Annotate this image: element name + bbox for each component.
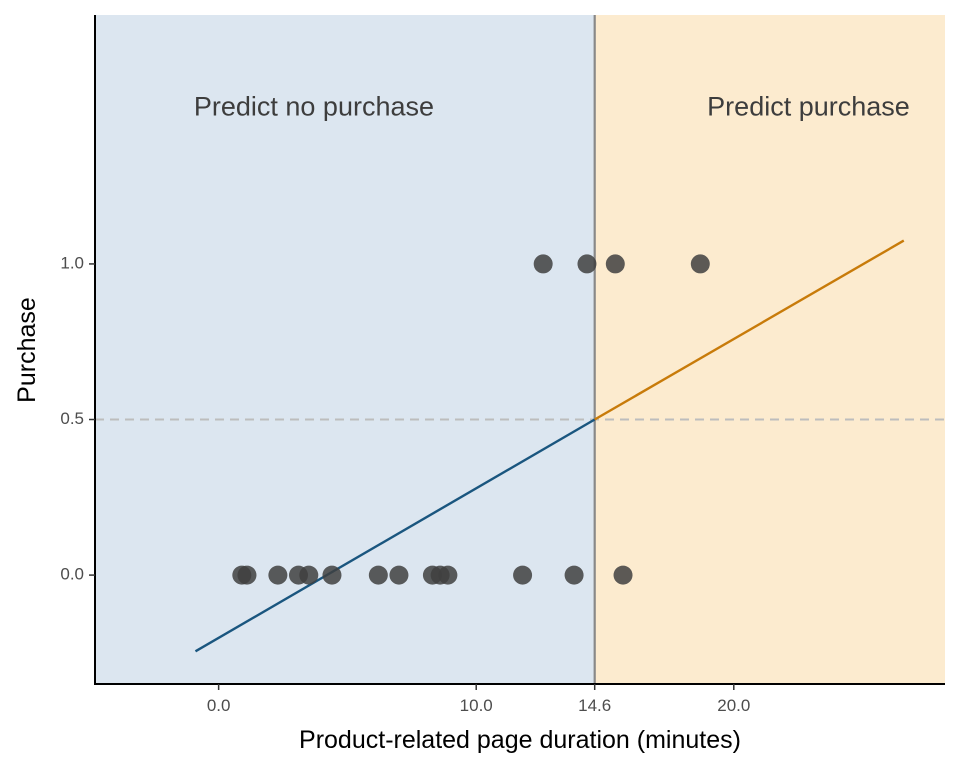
region-purchase bbox=[594, 15, 945, 684]
data-point bbox=[577, 254, 597, 274]
data-points bbox=[232, 254, 710, 585]
data-point bbox=[533, 254, 553, 274]
guide-lines bbox=[95, 15, 945, 684]
y-tick-label: 1.0 bbox=[60, 253, 84, 272]
axes bbox=[94, 15, 945, 685]
decision-regions bbox=[95, 15, 945, 684]
region-no-purchase bbox=[95, 15, 595, 684]
data-point bbox=[237, 565, 257, 585]
y-axis-title: Purchase bbox=[13, 297, 41, 403]
data-point bbox=[438, 565, 458, 585]
x-tick-label: 0.0 bbox=[207, 696, 231, 715]
fit-line bbox=[194, 239, 905, 653]
tick-marks bbox=[89, 263, 735, 690]
data-point bbox=[513, 565, 533, 585]
fit-line-segment-2 bbox=[594, 239, 905, 421]
y-tick-label: 0.5 bbox=[60, 409, 84, 428]
data-point bbox=[322, 565, 342, 585]
tick-labels: 0.0 10.0 14.6 20.0 0.0 0.5 1.0 bbox=[60, 253, 750, 715]
y-tick-label: 0.0 bbox=[60, 565, 84, 584]
x-axis-title: Product-related page duration (minutes) bbox=[299, 726, 741, 754]
region-label-no-purchase: Predict no purchase bbox=[194, 91, 434, 121]
data-point bbox=[268, 565, 288, 585]
x-tick-label: 20.0 bbox=[717, 696, 750, 715]
data-point bbox=[368, 565, 388, 585]
x-tick-label: 10.0 bbox=[460, 696, 493, 715]
fit-line-segment-1 bbox=[194, 418, 596, 653]
data-point bbox=[299, 565, 319, 585]
x-tick-label: 14.6 bbox=[578, 696, 611, 715]
data-point bbox=[690, 254, 710, 274]
data-point bbox=[605, 254, 625, 274]
region-labels: Predict no purchase Predict purchase bbox=[194, 91, 910, 121]
data-point bbox=[564, 565, 584, 585]
region-label-purchase: Predict purchase bbox=[707, 91, 910, 121]
data-point bbox=[613, 565, 633, 585]
data-point bbox=[389, 565, 409, 585]
